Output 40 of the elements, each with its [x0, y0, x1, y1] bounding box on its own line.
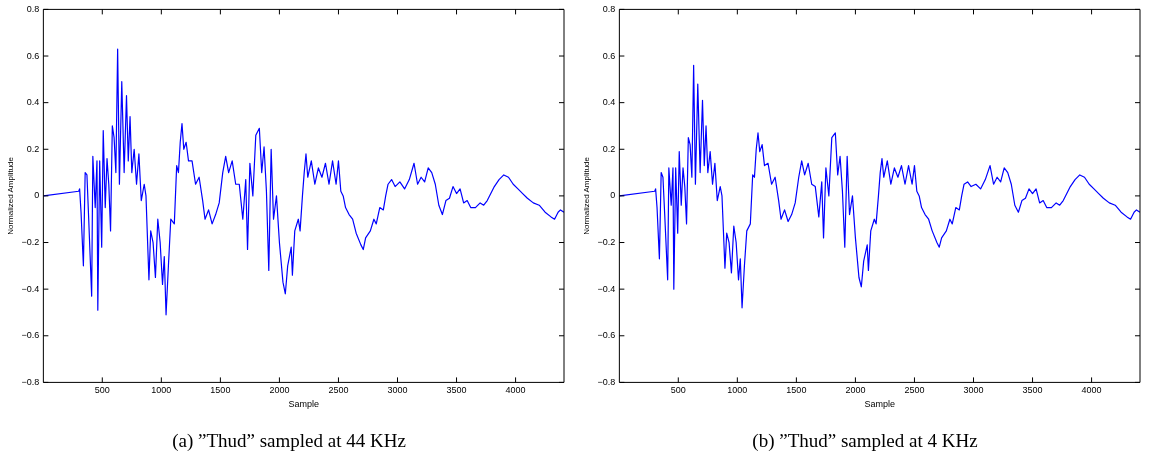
x-tick-label: 500	[670, 385, 686, 396]
y-tick-label: 0.4	[26, 97, 40, 108]
y-tick-label: 0.8	[602, 3, 616, 14]
y-tick-label: −0.6	[597, 330, 616, 341]
y-tick-label: −0.4	[597, 283, 616, 294]
x-tick-label: 2000	[269, 385, 290, 396]
y-tick-label: −0.8	[21, 376, 40, 387]
y-tick-label: −0.4	[21, 283, 40, 294]
y-tick-label: 0.4	[602, 97, 616, 108]
x-tick-label: 4000	[505, 385, 526, 396]
x-tick-label: 1500	[210, 385, 231, 396]
y-axis-title: Normalized Amplitude	[6, 156, 15, 235]
x-axis-title: Sample	[864, 399, 895, 410]
y-tick-label: −0.8	[597, 376, 616, 387]
x-tick-label: 2500	[328, 385, 349, 396]
y-axis-title: Normalized Amplitude	[582, 156, 591, 235]
y-tick-label: 0.8	[26, 3, 40, 14]
y-tick-label: 0.6	[26, 50, 40, 61]
y-tick-label: 0.2	[26, 143, 40, 154]
x-axis-title: Sample	[288, 399, 319, 410]
x-tick-label: 1500	[786, 385, 807, 396]
y-tick-label: 0.2	[602, 143, 616, 154]
x-tick-label: 3000	[963, 385, 984, 396]
x-tick-label: 3500	[1022, 385, 1043, 396]
x-tick-label: 1000	[151, 385, 172, 396]
x-tick-label: 3000	[387, 385, 408, 396]
x-tick-label: 500	[94, 385, 110, 396]
text: (a) ”Thud” sampled at 44 KHz	[171, 430, 407, 452]
y-tick-label: 0	[610, 190, 616, 201]
x-tick-label: 3500	[446, 385, 467, 396]
y-tick-label: 0.6	[602, 50, 616, 61]
x-tick-label: 1000	[727, 385, 748, 396]
y-tick-label: −0.6	[21, 330, 40, 341]
y-tick-label: −0.2	[597, 237, 616, 248]
x-tick-label: 4000	[1081, 385, 1102, 396]
y-tick-label: −0.2	[21, 237, 40, 248]
text: (b) ”Thud” sampled at 4 KHz	[751, 430, 979, 452]
x-tick-label: 2000	[845, 385, 866, 396]
x-tick-label: 2500	[904, 385, 925, 396]
y-tick-label: 0	[34, 190, 40, 201]
